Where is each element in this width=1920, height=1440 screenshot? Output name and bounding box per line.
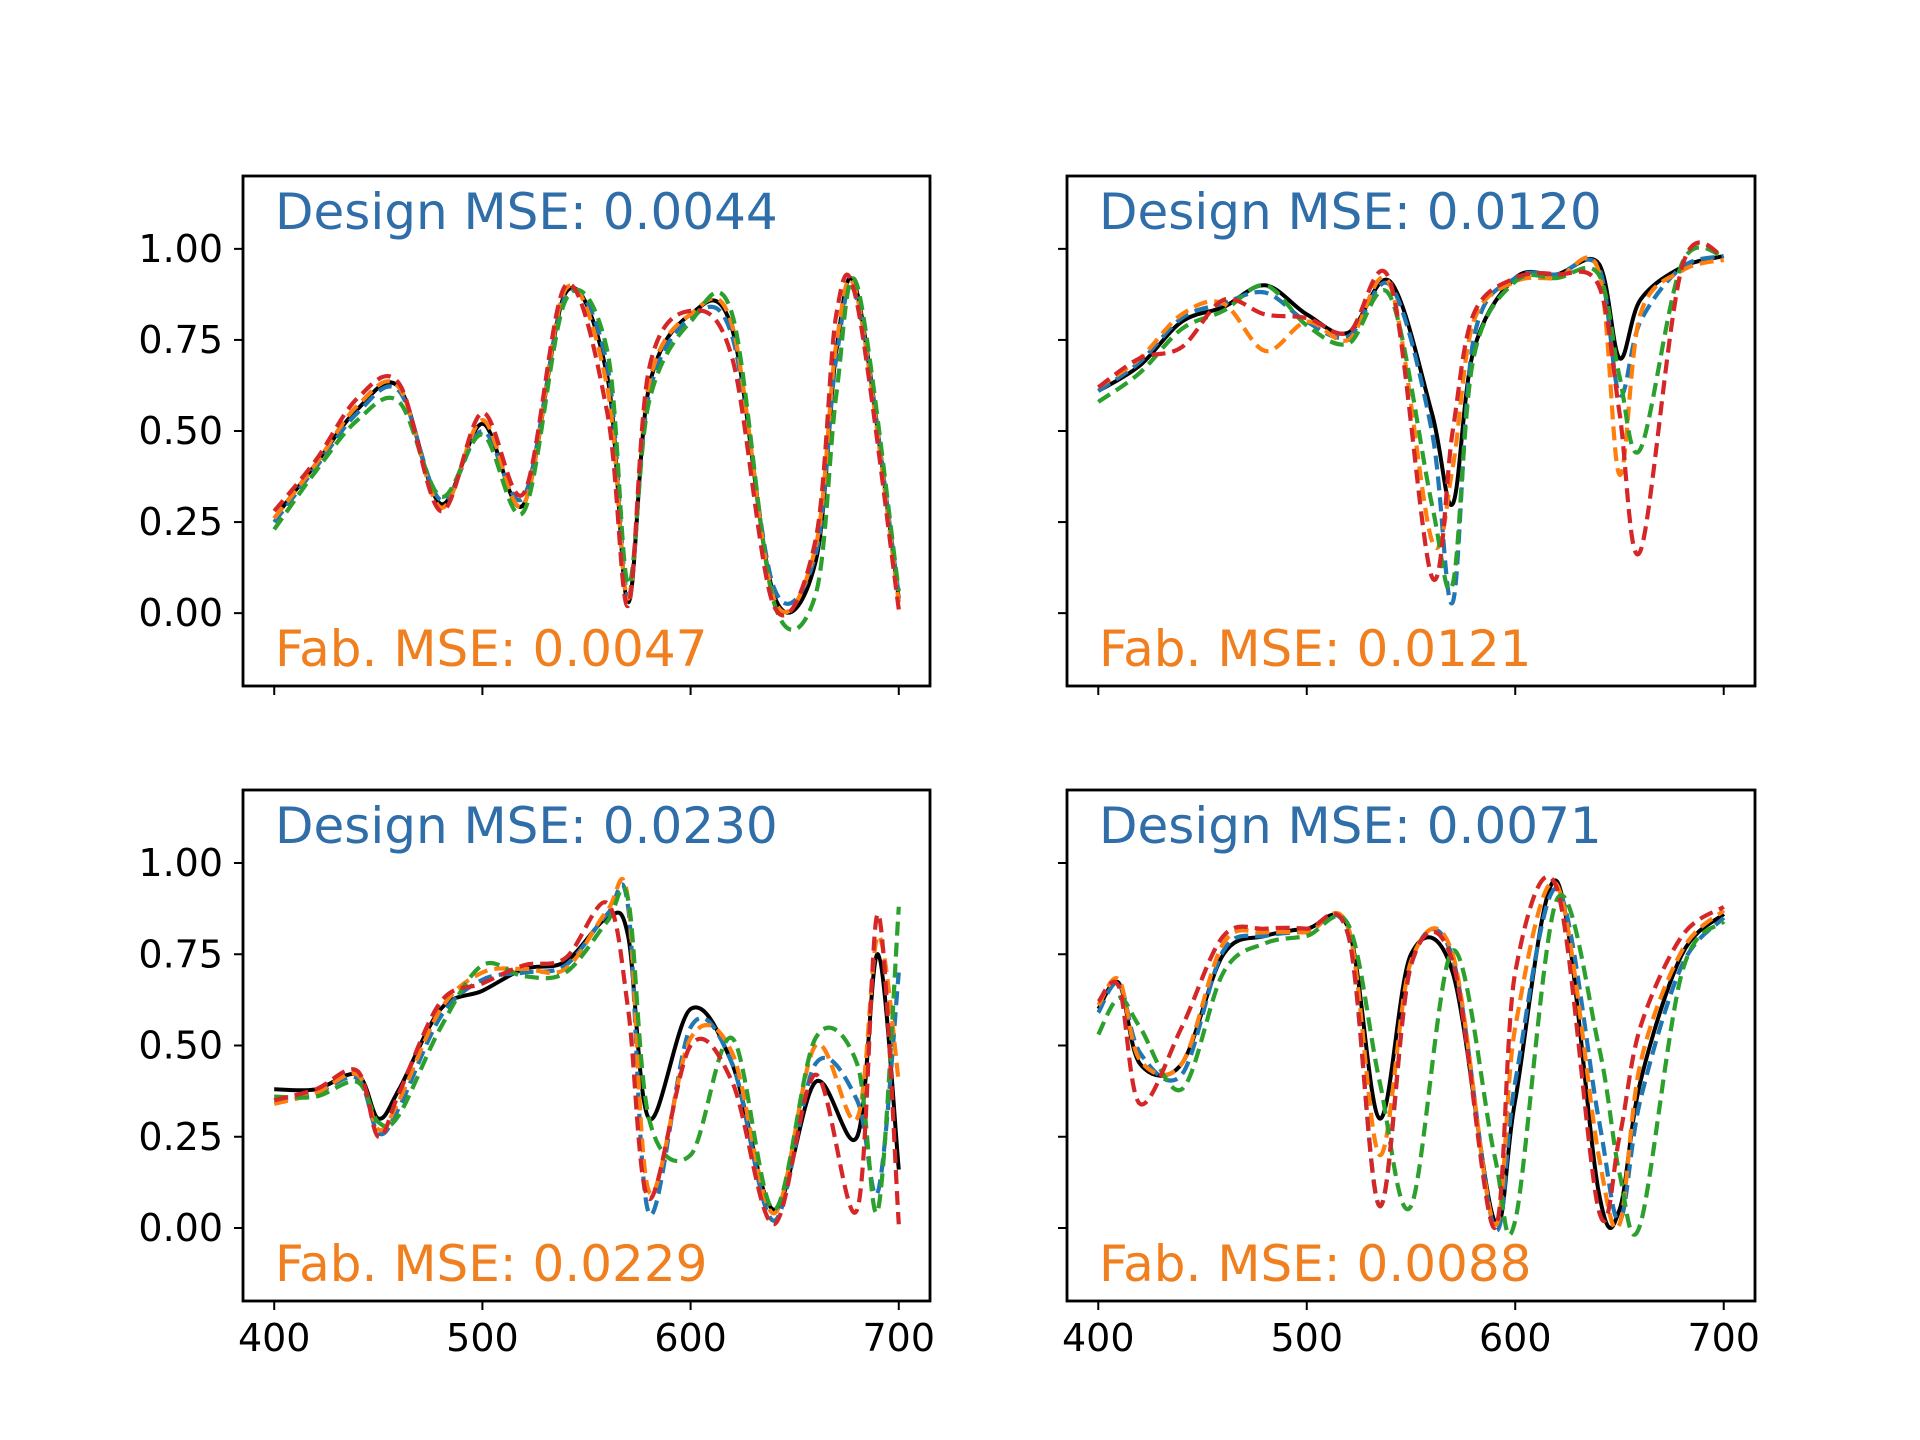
panel-top-left: 0.00 0.25 0.50 0.75 1.00 Design MSE: 0.0044 Fa… — [138, 174, 932, 695]
series-line-3 — [1097, 245, 1725, 592]
design-mse-label: Design MSE: 0.0044 — [275, 183, 778, 241]
design-mse-label: Design MSE: 0.0230 — [275, 797, 778, 855]
series-group — [272, 272, 901, 632]
series-line-2 — [1096, 880, 1726, 1231]
x-tick-label: 600 — [1479, 1316, 1552, 1360]
panel-top-right: Design MSE: 0.0120 Fab. MSE: 0.0121 — [1058, 174, 1757, 695]
series-line-4 — [1096, 874, 1725, 1231]
series-line-4 — [272, 272, 901, 618]
design-mse-label: Design MSE: 0.0071 — [1099, 797, 1602, 855]
design-mse-label: Design MSE: 0.0120 — [1099, 183, 1602, 241]
x-tick-label: 500 — [446, 1316, 519, 1360]
series-line-3 — [1096, 893, 1726, 1237]
y-tick-label: 0.50 — [138, 409, 223, 453]
fab-mse-label: Fab. MSE: 0.0229 — [275, 1235, 708, 1293]
y-tick-label: 0.00 — [138, 591, 223, 635]
panel-bottom-right: 400 500 600 700 Design MSE: 0.0071 Fab. MSE: … — [1058, 788, 1760, 1360]
x-tick-label: 500 — [1270, 1316, 1343, 1360]
series-line-3 — [274, 885, 901, 1215]
panel-bottom-left: 400 500 600 700 0.00 0.25 0.50 0.75 1.00 Design M… — [138, 788, 936, 1360]
x-tick-label: 600 — [654, 1316, 727, 1360]
fab-mse-label: Fab. MSE: 0.0047 — [275, 620, 708, 678]
series-line-4 — [273, 900, 901, 1227]
x-tick-label: 700 — [863, 1316, 936, 1360]
x-tick-label: 700 — [1687, 1316, 1760, 1360]
y-tick-label: 0.75 — [138, 318, 223, 362]
series-group — [1097, 240, 1725, 606]
axes-frame — [1065, 788, 1757, 1303]
y-tick-label: 1.00 — [138, 841, 223, 885]
y-tick-label: 0.50 — [138, 1024, 223, 1068]
series-group — [1096, 874, 1726, 1237]
x-tick-label: 400 — [1062, 1316, 1135, 1360]
fab-mse-label: Fab. MSE: 0.0121 — [1099, 620, 1532, 678]
x-tick-label: 400 — [238, 1316, 311, 1360]
y-tick-label: 0.25 — [138, 500, 223, 544]
fab-mse-label: Fab. MSE: 0.0088 — [1099, 1235, 1532, 1293]
axes-frame — [241, 788, 932, 1303]
y-tick-label: 0.00 — [138, 1206, 223, 1250]
series-group — [273, 877, 901, 1227]
y-tick-label: 0.75 — [138, 932, 223, 976]
y-tick-label: 1.00 — [138, 227, 223, 271]
series-line-2 — [1097, 255, 1725, 551]
y-tick-label: 0.25 — [138, 1115, 223, 1159]
